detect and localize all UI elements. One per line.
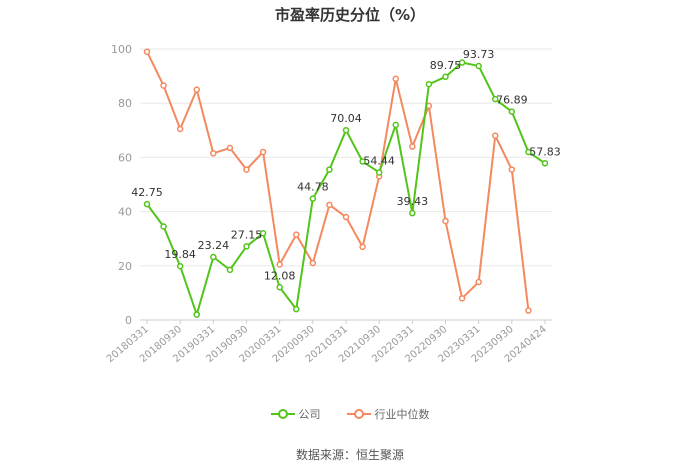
data-point-company-18 (442, 73, 449, 81)
data-label-company-22: 76.89 (496, 94, 528, 107)
data-point-industry-median-18 (442, 217, 449, 225)
data-point-industry-median-9 (293, 231, 300, 238)
data-label-company-10: 44.78 (297, 181, 329, 194)
data-point-company-0 (143, 200, 151, 208)
data-point-company-24 (541, 160, 549, 167)
data-label-company-16: 39.43 (397, 195, 429, 208)
legend-swatch-company (270, 409, 295, 419)
y-tick-label-80: 80 (118, 97, 132, 110)
data-point-industry-median-22 (508, 166, 516, 173)
data-point-industry-median-2 (176, 125, 184, 133)
data-point-company-2 (176, 262, 184, 270)
data-label-company-18: 89.75 (430, 59, 462, 72)
data-point-industry-median-8 (276, 261, 283, 268)
series-line-company (146, 61, 546, 316)
data-point-company-9 (293, 305, 300, 313)
data-point-company-12 (342, 126, 350, 134)
chart-legend: 公司 行业中位数 (0, 406, 700, 422)
legend-item-industry-median[interactable]: 行业中位数 (346, 406, 430, 422)
data-point-company-22 (508, 108, 516, 115)
data-point-industry-median-23 (525, 307, 532, 314)
data-label-company-24: 57.83 (529, 145, 561, 158)
data-point-company-15 (392, 121, 399, 129)
data-point-company-20 (475, 62, 482, 70)
y-tick-label-0: 0 (125, 314, 132, 327)
legend-label-company: 公司 (298, 408, 321, 421)
data-point-company-16 (409, 209, 416, 217)
y-tick-label-40: 40 (118, 206, 132, 219)
data-point-industry-median-19 (458, 295, 466, 302)
y-tick-label-20: 20 (118, 260, 132, 273)
data-point-company-23 (525, 148, 532, 156)
data-point-company-1 (160, 223, 167, 230)
data-label-company-4: 23.24 (198, 239, 230, 252)
data-point-industry-median-10 (309, 259, 317, 267)
data-point-industry-median-12 (342, 213, 350, 221)
data-point-company-14 (375, 169, 383, 176)
data-point-industry-median-20 (475, 278, 482, 286)
data-point-company-13 (359, 158, 366, 165)
legend-swatch-industry-median (346, 409, 371, 419)
data-point-industry-median-13 (359, 243, 366, 251)
data-point-company-19 (458, 59, 466, 66)
data-label-company-2: 19.84 (164, 248, 196, 261)
data-point-company-10 (309, 195, 317, 202)
legend-item-company[interactable]: 公司 (270, 406, 321, 422)
y-tick-label-60: 60 (118, 151, 132, 164)
data-point-industry-median-11 (326, 201, 333, 209)
data-point-company-8 (276, 284, 283, 291)
data-point-industry-median-15 (392, 75, 399, 83)
data-point-company-17 (425, 80, 433, 88)
series-line-industry-median (146, 51, 530, 311)
data-point-industry-median-3 (193, 86, 200, 93)
data-label-company-20: 93.73 (463, 48, 495, 61)
data-point-industry-median-1 (160, 82, 167, 89)
chart-title: 市盈率历史分位（%） (274, 6, 426, 24)
data-source-note: 数据来源：恒生聚源 (295, 448, 404, 462)
data-point-company-6 (243, 243, 250, 250)
data-label-company-0: 42.75 (131, 186, 163, 199)
data-point-company-11 (326, 166, 333, 173)
data-label-company-6: 27.15 (231, 228, 263, 241)
legend-label-industry-median: 行业中位数 (374, 408, 430, 421)
y-tick-label-100: 100 (111, 43, 132, 56)
data-label-company-14: 54.44 (363, 154, 395, 167)
data-label-company-8: 12.08 (264, 269, 296, 282)
data-point-industry-median-0 (143, 48, 151, 55)
data-point-industry-median-7 (259, 148, 267, 156)
data-point-industry-median-5 (226, 144, 234, 152)
data-point-industry-median-4 (210, 150, 217, 157)
data-point-company-4 (210, 253, 217, 261)
data-point-industry-median-21 (492, 132, 499, 139)
data-point-company-5 (226, 266, 234, 274)
data-point-company-7 (259, 230, 267, 237)
data-point-industry-median-16 (409, 143, 416, 150)
data-label-company-12: 70.04 (330, 112, 362, 125)
data-point-company-3 (193, 311, 200, 318)
data-point-company-21 (492, 95, 499, 103)
data-point-industry-median-6 (243, 166, 250, 173)
